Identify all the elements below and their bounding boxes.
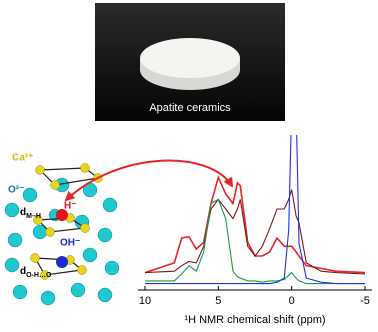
d-mh-main: d — [20, 207, 26, 218]
series-group — [144, 135, 366, 285]
d-mh-sub: M–H — [26, 213, 41, 220]
x-axis-label: ¹H NMR chemical shift (ppm) — [184, 314, 325, 326]
arrow — [64, 159, 234, 202]
d-mh-label: dM–H — [20, 207, 41, 220]
d-oh-main: d — [20, 266, 26, 277]
o-label: O²⁻ — [8, 185, 24, 196]
d-oh-sub: O-H…O — [26, 272, 52, 279]
photo-label: Apatite ceramics — [149, 102, 231, 114]
x-tick-label: 5 — [215, 295, 221, 307]
x-tick-label: 0 — [289, 295, 295, 307]
series-line — [145, 198, 365, 285]
series-line — [144, 189, 366, 275]
h-label: H⁻ — [64, 201, 77, 212]
oh-label: OH⁻ — [60, 238, 80, 249]
series-line — [144, 174, 366, 274]
series-line — [145, 135, 365, 285]
ca-label: Ca²⁺ — [12, 153, 33, 164]
photo: Apatite ceramics — [95, 3, 285, 121]
d-oh-label: dO-H…O — [20, 266, 52, 279]
nmr-plot: 10 5 0 -5 ¹H NMR chemical shift (ppm) — [138, 135, 372, 326]
x-tick-label: 10 — [139, 295, 151, 307]
x-tick-label: -5 — [360, 295, 370, 307]
